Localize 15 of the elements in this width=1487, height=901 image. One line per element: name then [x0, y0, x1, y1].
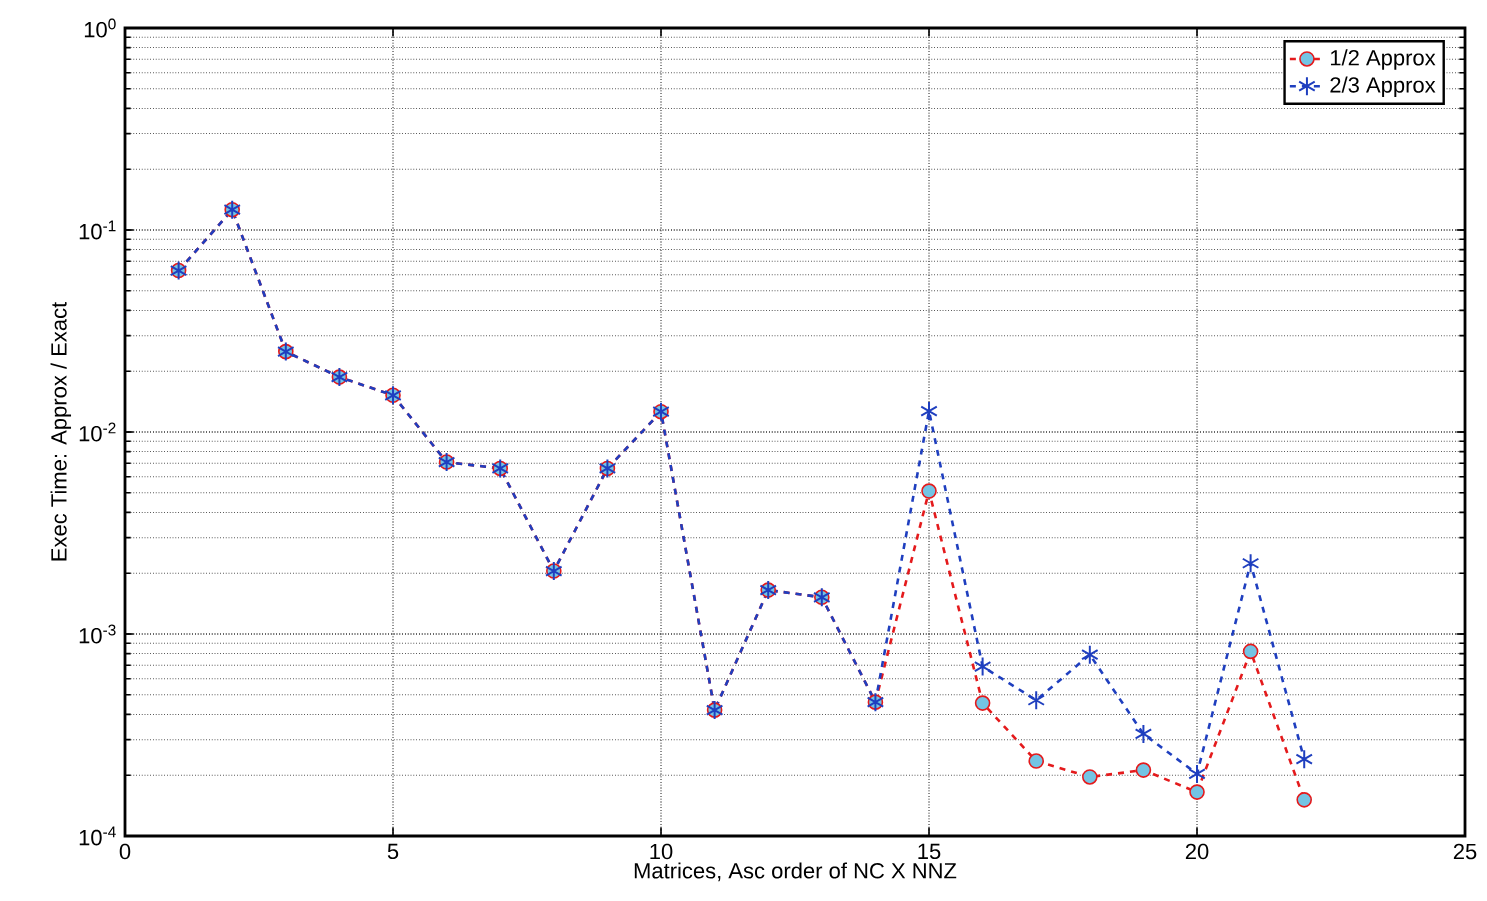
- x-tick-label: 10: [650, 843, 673, 860]
- y-tick-label: 10$^{-3}$: [79, 624, 116, 644]
- x-tick-label: 0: [119, 843, 131, 860]
- y-tick-label: 10$^{-1}$: [79, 220, 116, 240]
- y-tick-label: 10$^{-4}$: [79, 826, 116, 846]
- legend-label: 2/3 Approx: [1330, 76, 1436, 98]
- legend-label: 1/2 Approx: [1330, 49, 1436, 70]
- y-axis-title: Exec Time: Approx / Exact: [50, 301, 72, 561]
- x-tick-label: 20: [1185, 843, 1209, 860]
- x-tick-label: 25: [1453, 843, 1477, 860]
- y-tick-label: 10$^{-2}$: [79, 422, 116, 442]
- x-tick-label: 15: [918, 843, 941, 860]
- x-axis-title: Matrices, Asc order of NC X NNZ: [634, 862, 957, 882]
- y-tick-label: 10$^{0}$: [84, 18, 116, 38]
- x-tick-label: 5: [387, 843, 399, 860]
